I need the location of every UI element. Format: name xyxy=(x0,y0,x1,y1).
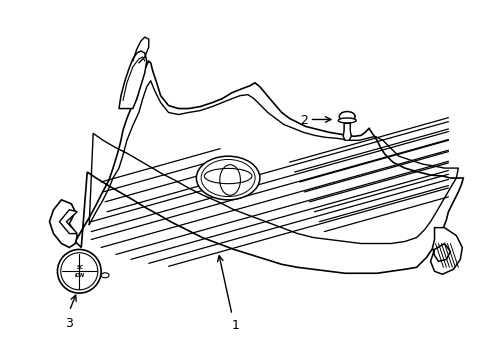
Text: ION: ION xyxy=(75,273,85,278)
Text: 1: 1 xyxy=(232,319,240,332)
Ellipse shape xyxy=(196,156,259,200)
Text: SC: SC xyxy=(77,265,83,270)
Circle shape xyxy=(57,249,101,293)
Ellipse shape xyxy=(101,273,109,278)
Ellipse shape xyxy=(339,112,354,121)
Text: 3: 3 xyxy=(65,317,73,330)
Polygon shape xyxy=(119,51,146,109)
Polygon shape xyxy=(429,228,461,274)
Polygon shape xyxy=(343,123,350,140)
Polygon shape xyxy=(75,61,462,273)
Polygon shape xyxy=(60,210,77,234)
Ellipse shape xyxy=(338,118,355,123)
Text: 2: 2 xyxy=(299,114,307,127)
Polygon shape xyxy=(49,200,77,247)
